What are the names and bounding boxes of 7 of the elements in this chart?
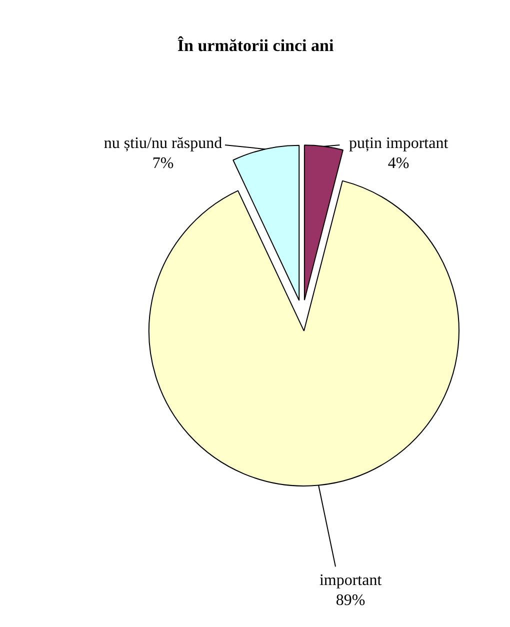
data-label: 89% [336, 592, 366, 610]
data-label: 4% [388, 155, 410, 172]
slice-label: nu știu/nu răspund [104, 134, 222, 152]
data-label: 7% [152, 155, 174, 172]
legend-label: puțin important [349, 134, 449, 152]
slice-label: important [319, 572, 382, 590]
chart-title: În următorii cinci ani [177, 36, 334, 55]
